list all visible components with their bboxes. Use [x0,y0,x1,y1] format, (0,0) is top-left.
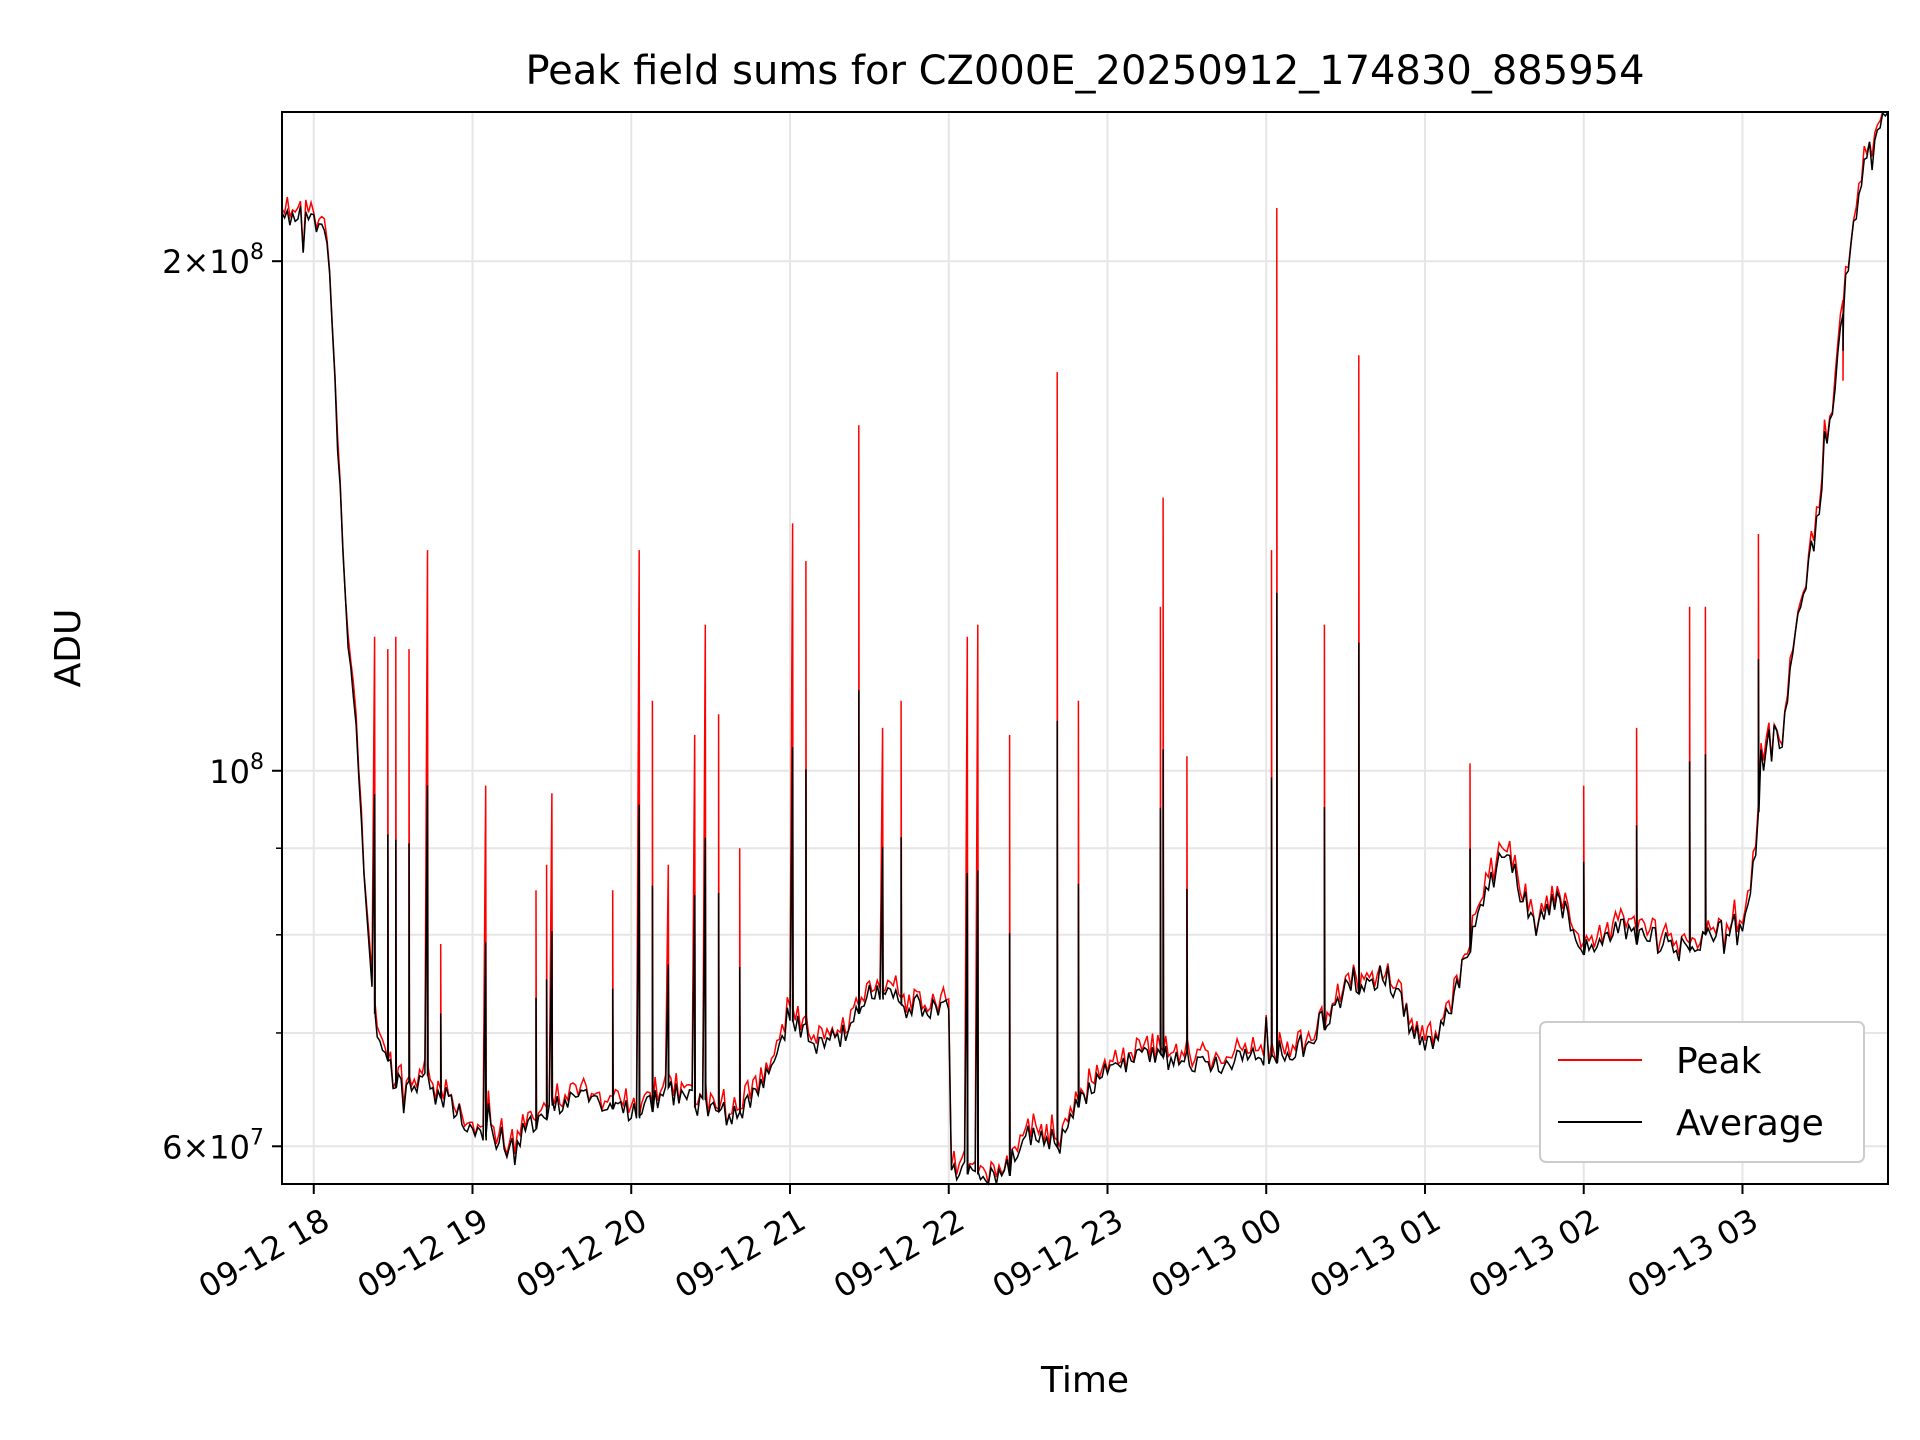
legend: Peak Average [1539,1021,1865,1163]
y-axis-label: ADU [48,609,89,688]
legend-box [1539,1021,1865,1163]
y-tick-label: 108 [209,750,264,791]
y-tick-label: 6×107 [162,1125,264,1166]
series-line-average [281,111,1889,1186]
legend-peak-label: Peak [1676,1041,1762,1082]
chart-title: Peak field sums for CZ000E_20250912_1748… [525,48,1644,94]
plot-series [281,111,1889,1186]
plot-frame [281,111,1889,1185]
series-line-peak [281,111,1888,1184]
legend-average-label: Average [1676,1103,1824,1144]
y-tick-label: 2×108 [162,240,264,281]
x-axis-label: Time [1040,1360,1129,1401]
